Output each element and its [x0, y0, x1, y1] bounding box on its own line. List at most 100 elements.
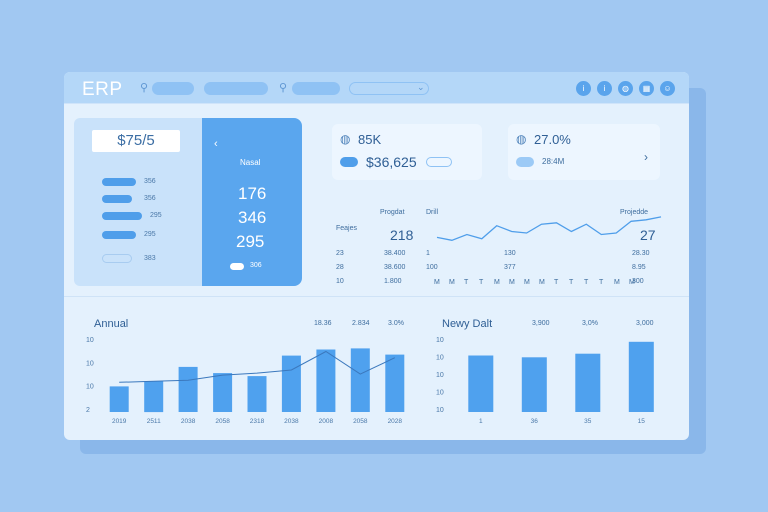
month-tick: T [554, 279, 559, 286]
table-cell: 100 [426, 264, 438, 271]
bar [628, 341, 654, 412]
erp-dashboard-window: ERP ⚲ ⚲ ⌄ i i ◍ ▦ ☺ $75/5 356 356 295 29… [64, 72, 689, 440]
overlay-line [119, 350, 396, 383]
y-tick-label: 10 [86, 360, 94, 367]
bar [281, 355, 301, 412]
chart-label: 3,900 [532, 320, 550, 327]
y-tick-label: 10 [436, 355, 444, 362]
y-tick-label: 10 [436, 337, 444, 344]
search-field[interactable] [152, 82, 194, 95]
progress-label: 356 [144, 195, 156, 202]
metric-value: 346 [238, 208, 267, 227]
month-tick: T [584, 279, 589, 286]
table-cell: 300 [632, 278, 644, 285]
x-tick-label: 2058 [215, 418, 230, 425]
x-tick-label: 2019 [112, 418, 127, 425]
chevron-right-icon[interactable]: › [644, 150, 648, 164]
bar [385, 354, 405, 412]
month-tick: T [599, 279, 604, 286]
chart-title: Newy Dalt [442, 318, 493, 330]
progress-bar [102, 195, 132, 203]
y-tick-label: 10 [436, 390, 444, 397]
stat-card-2: ◍ 27.0% 28:4M › [508, 124, 660, 180]
globe-icon: ◍ [340, 132, 351, 146]
table-cell: 130 [504, 250, 516, 257]
status-pill-outline [426, 157, 452, 167]
progress-bar [102, 212, 142, 220]
x-tick-label: 36 [531, 418, 539, 425]
x-tick-label: 35 [584, 418, 592, 425]
y-tick-label: 10 [436, 372, 444, 379]
month-tick: M [539, 279, 545, 286]
metric-value: 218 [390, 227, 414, 243]
table-cell: 1.800 [384, 278, 402, 285]
globe-icon[interactable]: ◍ [618, 81, 633, 96]
x-tick-label: 1 [479, 418, 483, 425]
bar [109, 386, 129, 412]
chevron-down-icon: ⌄ [417, 82, 425, 92]
help-icon[interactable]: i [597, 81, 612, 96]
month-tick: M [614, 279, 620, 286]
divider [64, 296, 689, 297]
month-tick: M [509, 279, 515, 286]
search-icon-2[interactable]: ⚲ [279, 82, 288, 94]
table-cell: 38.600 [384, 264, 406, 271]
highlight-card: ‹ Nasal 176 346 295 306 [202, 118, 302, 286]
nav-pill-1[interactable] [204, 82, 268, 95]
chart-title: Annual [94, 318, 129, 330]
bar [468, 355, 494, 412]
column-header: Projedde [620, 209, 649, 216]
x-tick-label: 2028 [388, 418, 403, 425]
metric-value: 27 [640, 227, 656, 243]
x-tick-label: 2008 [319, 418, 334, 425]
x-tick-label: 2038 [181, 418, 196, 425]
stat-value: 27.0% [534, 132, 571, 147]
month-tick: M [434, 279, 440, 286]
grid-icon[interactable]: ▦ [639, 81, 654, 96]
chart-label: 2.834 [352, 320, 370, 327]
search-field-2[interactable] [292, 82, 340, 95]
info-icon[interactable]: i [576, 81, 591, 96]
month-tick: M [629, 279, 635, 286]
bar [575, 353, 601, 412]
table-cell: 28.30 [632, 250, 650, 257]
metric-value: 176 [238, 184, 267, 203]
x-tick-label: 2038 [284, 418, 299, 425]
row-label: Feajes [336, 225, 358, 232]
table-cell: 377 [504, 264, 516, 271]
month-tick: T [479, 279, 484, 286]
app-logo: ERP [82, 79, 123, 100]
trend-line-chart [436, 216, 662, 241]
progress-bar [102, 231, 136, 239]
progress-label: 383 [144, 255, 156, 262]
stat-card-1: ◍ 85K $36,625 [332, 124, 482, 180]
summary-card: $75/5 356 356 295 295 383 [74, 118, 202, 286]
toggle-switch[interactable] [230, 263, 244, 270]
column-header: Progdat [380, 209, 405, 216]
column-header: Drill [426, 209, 439, 216]
bar [316, 349, 336, 412]
bar [350, 348, 370, 412]
card-title: Nasal [240, 158, 261, 167]
x-tick-label: 2058 [353, 418, 368, 425]
progress-label: 356 [144, 178, 156, 185]
metric-value: 295 [236, 232, 265, 251]
back-icon[interactable]: ‹ [214, 138, 218, 150]
dropdown-select[interactable] [349, 82, 429, 95]
user-icon[interactable]: ☺ [660, 81, 675, 96]
x-tick-label: 2511 [147, 418, 161, 425]
bar [144, 381, 164, 413]
chart-label: 3.0% [388, 320, 404, 327]
search-icon[interactable]: ⚲ [140, 82, 149, 94]
table-cell: 23 [336, 250, 344, 257]
annual-bar-chart: 10 10 10 2 2019 2511 2038 2058 2318 2038 2008 2058 2… [86, 337, 405, 425]
y-tick-label: 10 [86, 384, 94, 391]
chart-label: 3,000 [636, 320, 654, 327]
status-pill [340, 157, 358, 167]
table-cell: 1 [426, 250, 430, 257]
stat-secondary: $36,625 [366, 154, 417, 170]
newy-bar-chart: 10 10 10 10 10 1 36 35 15 [436, 337, 654, 425]
top-bar: ERP ⚲ ⚲ ⌄ i i ◍ ▦ ☺ [64, 72, 689, 104]
table-cell: 8.95 [632, 264, 646, 271]
price-field[interactable]: $75/5 [92, 130, 180, 152]
